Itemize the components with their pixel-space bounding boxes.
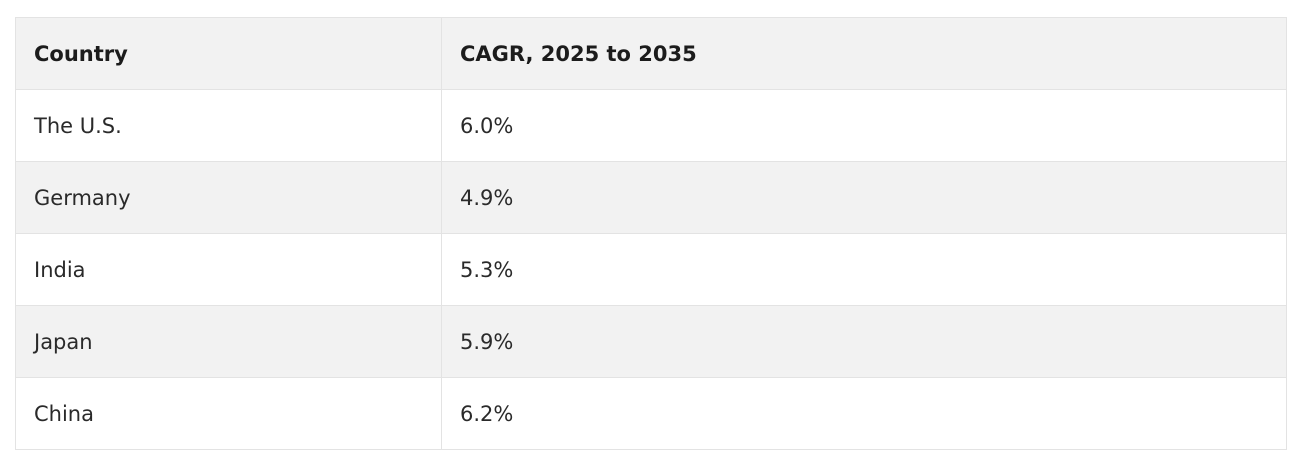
cagr-table-container: Country CAGR, 2025 to 2035 The U.S. 6.0%… <box>15 17 1287 450</box>
cell-country: Japan <box>15 305 442 378</box>
table-row: Germany 4.9% <box>15 161 1287 234</box>
cell-cagr: 5.3% <box>441 233 1287 306</box>
table-row: India 5.3% <box>15 233 1287 306</box>
cell-country: India <box>15 233 442 306</box>
cell-country: The U.S. <box>15 89 442 162</box>
cell-country: Germany <box>15 161 442 234</box>
cell-country: China <box>15 377 442 450</box>
cell-cagr: 4.9% <box>441 161 1287 234</box>
cagr-by-country-table: Country CAGR, 2025 to 2035 The U.S. 6.0%… <box>15 17 1287 450</box>
cell-cagr: 6.2% <box>441 377 1287 450</box>
cell-cagr: 5.9% <box>441 305 1287 378</box>
table-row: The U.S. 6.0% <box>15 89 1287 162</box>
table-row: China 6.2% <box>15 377 1287 450</box>
header-country: Country <box>15 17 442 90</box>
table-row: Japan 5.9% <box>15 305 1287 378</box>
table-header-row: Country CAGR, 2025 to 2035 <box>15 17 1287 90</box>
header-cagr: CAGR, 2025 to 2035 <box>441 17 1287 90</box>
cell-cagr: 6.0% <box>441 89 1287 162</box>
